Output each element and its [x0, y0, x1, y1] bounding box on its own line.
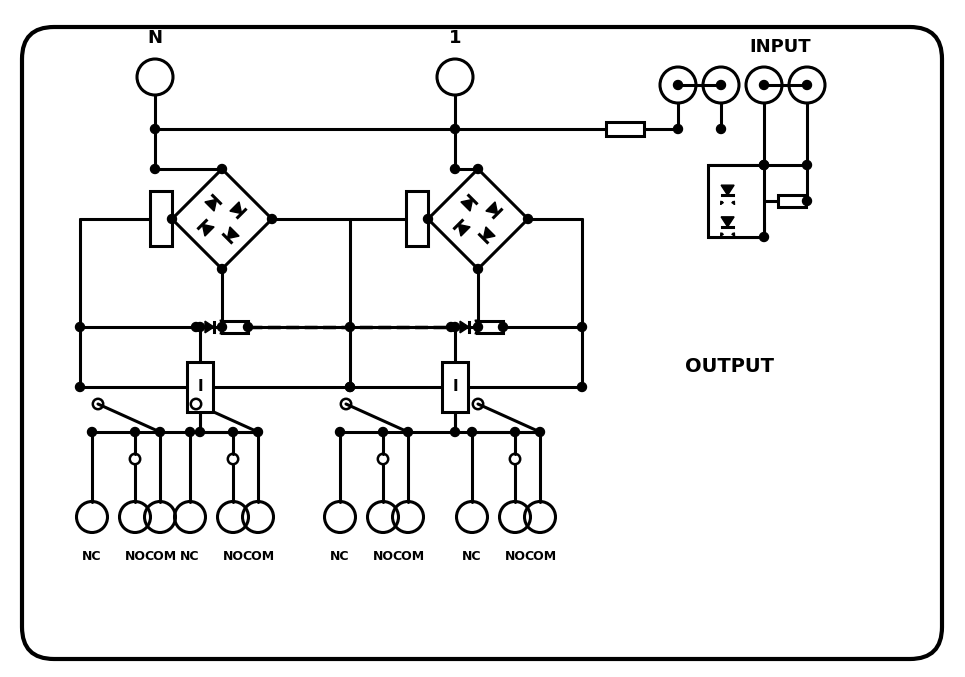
Polygon shape: [228, 227, 239, 238]
Text: OUTPUT: OUTPUT: [685, 357, 775, 376]
Circle shape: [536, 427, 544, 437]
Bar: [708, 165, 764, 237]
Circle shape: [759, 232, 768, 242]
Circle shape: [510, 427, 519, 437]
Circle shape: [196, 427, 205, 437]
Bar: [222, 321, 248, 333]
Circle shape: [447, 322, 455, 332]
Circle shape: [155, 427, 164, 437]
Text: NO: NO: [223, 550, 243, 563]
Bar: [442, 362, 468, 412]
Circle shape: [451, 125, 459, 133]
Circle shape: [75, 383, 85, 391]
Polygon shape: [486, 202, 498, 213]
Circle shape: [803, 81, 812, 89]
Circle shape: [191, 322, 201, 332]
Polygon shape: [460, 321, 469, 333]
Circle shape: [577, 383, 587, 391]
Text: 1: 1: [449, 29, 461, 47]
Circle shape: [716, 125, 726, 133]
Circle shape: [403, 427, 412, 437]
Polygon shape: [721, 217, 734, 227]
Circle shape: [378, 427, 388, 437]
Text: COM: COM: [392, 550, 424, 563]
Bar: [778, 195, 806, 207]
Circle shape: [243, 322, 253, 332]
Circle shape: [474, 265, 482, 274]
Text: NC: NC: [330, 550, 349, 563]
Text: NC: NC: [462, 550, 482, 563]
Circle shape: [217, 322, 227, 332]
Text: COM: COM: [242, 550, 274, 563]
Circle shape: [267, 215, 277, 223]
Polygon shape: [203, 225, 214, 236]
Bar: [606, 122, 644, 136]
Circle shape: [229, 427, 237, 437]
Text: NO: NO: [124, 550, 146, 563]
Circle shape: [424, 215, 432, 223]
Text: COM: COM: [144, 550, 176, 563]
Circle shape: [467, 427, 477, 437]
Text: NO: NO: [505, 550, 526, 563]
Circle shape: [499, 322, 508, 332]
Circle shape: [474, 165, 482, 173]
Circle shape: [254, 427, 262, 437]
Circle shape: [196, 322, 205, 332]
Text: N: N: [148, 29, 162, 47]
Circle shape: [759, 81, 768, 89]
FancyBboxPatch shape: [22, 27, 942, 659]
Circle shape: [168, 215, 177, 223]
Circle shape: [674, 81, 682, 89]
Circle shape: [759, 160, 768, 169]
Circle shape: [88, 427, 96, 437]
Bar: [150, 192, 172, 246]
Circle shape: [803, 160, 812, 169]
Circle shape: [336, 427, 345, 437]
Circle shape: [716, 81, 726, 89]
Circle shape: [451, 322, 459, 332]
Circle shape: [577, 322, 587, 332]
Bar: [187, 362, 213, 412]
Bar: [406, 192, 428, 246]
Circle shape: [151, 165, 159, 173]
Bar: [477, 321, 503, 333]
Polygon shape: [458, 225, 470, 236]
Circle shape: [451, 165, 459, 173]
Circle shape: [217, 265, 227, 274]
Polygon shape: [230, 202, 241, 213]
Polygon shape: [205, 321, 214, 333]
Circle shape: [759, 160, 768, 169]
Circle shape: [474, 322, 482, 332]
Circle shape: [674, 125, 682, 133]
Circle shape: [130, 427, 140, 437]
Circle shape: [345, 383, 354, 391]
Circle shape: [523, 215, 533, 223]
Circle shape: [75, 322, 85, 332]
Text: COM: COM: [524, 550, 556, 563]
Circle shape: [345, 322, 354, 332]
Circle shape: [151, 125, 159, 133]
Text: INPUT: INPUT: [749, 38, 811, 56]
Circle shape: [345, 383, 354, 391]
Polygon shape: [205, 200, 216, 211]
Circle shape: [217, 165, 227, 173]
Circle shape: [185, 427, 195, 437]
Polygon shape: [721, 185, 734, 195]
Polygon shape: [483, 227, 495, 238]
Text: NC: NC: [180, 550, 200, 563]
Text: I: I: [453, 380, 457, 395]
Polygon shape: [461, 200, 473, 211]
Circle shape: [803, 196, 812, 206]
Text: I: I: [197, 380, 203, 395]
Text: NO: NO: [372, 550, 394, 563]
Text: NC: NC: [82, 550, 101, 563]
Circle shape: [451, 427, 459, 437]
